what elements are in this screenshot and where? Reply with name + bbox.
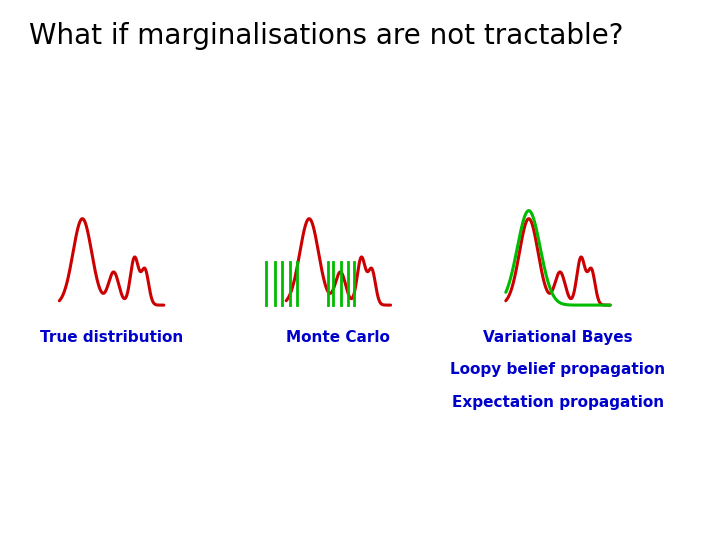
Text: Expectation propagation: Expectation propagation <box>452 395 664 410</box>
Text: Variational Bayes: Variational Bayes <box>483 330 633 345</box>
Text: What if marginalisations are not tractable?: What if marginalisations are not tractab… <box>29 22 624 50</box>
Text: True distribution: True distribution <box>40 330 183 345</box>
Text: Loopy belief propagation: Loopy belief propagation <box>451 362 665 377</box>
Text: Monte Carlo: Monte Carlo <box>287 330 390 345</box>
